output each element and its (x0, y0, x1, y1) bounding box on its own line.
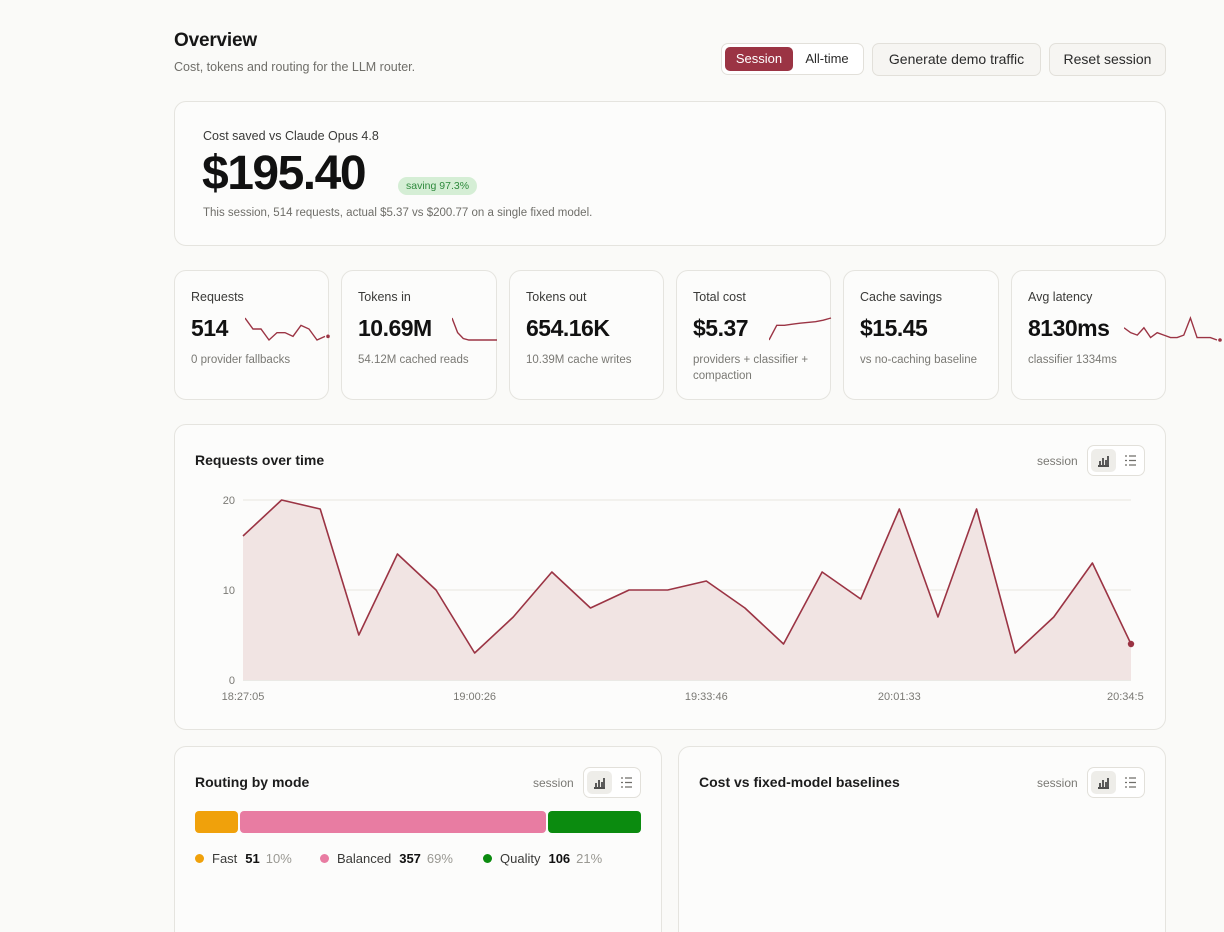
kpi-label: Total cost (693, 290, 746, 304)
bar-chart-icon (1098, 456, 1109, 467)
kpi-label: Cache savings (860, 290, 942, 304)
list-icon[interactable] (1124, 776, 1137, 789)
series-end-point (1127, 640, 1135, 648)
list-icon[interactable] (1124, 454, 1137, 467)
chart-view-button[interactable] (1091, 449, 1116, 472)
kpi-sub: 0 provider fallbacks (191, 354, 291, 366)
kpi-card-avg-latency: Avg latency 8130ms classifier 1334ms (1011, 270, 1222, 400)
kpi-card-cache-savings: Cache savings $15.45 vs no-caching basel… (843, 270, 999, 400)
routing-segment-balanced (240, 811, 546, 833)
kpi-label: Tokens in (358, 290, 411, 304)
cost-saved-label: Cost saved vs Claude Opus 4.8 (203, 129, 379, 143)
sparkline-path (769, 317, 832, 341)
legend-pct: 10% (265, 851, 292, 866)
kpi-sub: 10.39M cache writes (526, 354, 632, 366)
legend-count: 357 (399, 851, 421, 866)
legend-count: 106 (548, 851, 571, 866)
y-tick-label: 20 (223, 495, 235, 507)
kpi-card-tokens-in: Tokens in 10.69M 54.12M cached reads (341, 270, 497, 400)
routing-title: Routing by mode (195, 774, 310, 790)
balanced-dot (320, 854, 329, 863)
routing-segment-fast (195, 811, 238, 833)
kpi-value: $15.45 (860, 315, 928, 341)
x-tick-label: 19:33:46 (685, 691, 728, 703)
kpi-sparkline (769, 317, 832, 341)
legend-pct: 21% (576, 851, 603, 866)
kpi-value: 10.69M (358, 315, 432, 341)
routing-segment-quality (548, 811, 641, 833)
legend-balanced: Balanced 357 69% (320, 851, 453, 866)
saving-badge: saving 97.3% (398, 177, 478, 195)
kpi-sparkline (1124, 315, 1222, 342)
requests-chart-title: Requests over time (195, 452, 325, 468)
kpi-value: 8130ms (1028, 315, 1110, 341)
requests-area-chart: 0 10 20 18:27:05 19:00:26 19:33:46 20:01:33 20:… (222, 495, 1144, 703)
quality-dot (483, 854, 492, 863)
kpi-sub: classifier 1334ms (1028, 354, 1117, 366)
cost-baselines-card (678, 746, 1166, 932)
reset-session-button[interactable]: Reset session (1049, 43, 1166, 76)
bar-chart-icon (594, 778, 605, 789)
list-icon[interactable] (620, 776, 633, 789)
sparkline-path (245, 317, 326, 342)
all-time-toggle-button[interactable]: All-time (805, 51, 849, 66)
kpi-value: 514 (191, 315, 228, 341)
kpi-value: 654.16K (526, 315, 610, 341)
kpi-card-total-cost: Total cost $5.37 providers + classifier … (676, 270, 832, 400)
legend-quality: Quality 106 21% (483, 851, 602, 866)
baselines-title: Cost vs fixed-model baselines (699, 774, 900, 790)
x-tick-label: 18:27:05 (222, 691, 265, 703)
x-tick-label: 19:00:26 (453, 691, 496, 703)
cost-saved-value: $195.40 (202, 147, 367, 200)
y-tick-label: 0 (229, 675, 235, 687)
cost-saved-card: Cost saved vs Claude Opus 4.8 $195.40 sa… (174, 101, 1166, 246)
x-tick-label: 20:01:33 (878, 691, 921, 703)
routing-view-toggle (583, 767, 641, 798)
kpi-sub: vs no-caching baseline (860, 354, 977, 366)
sparkline-path (1124, 315, 1218, 341)
requests-chart-view-toggle (1087, 445, 1145, 476)
bar-chart-icon (1098, 778, 1109, 789)
page-title: Overview (174, 30, 257, 51)
sparkline-end-dot (326, 334, 330, 339)
requests-chart-scope: session (1037, 454, 1078, 468)
kpi-card-requests: Requests 514 0 provider fallbacks (174, 270, 330, 400)
kpi-value: $5.37 (693, 315, 749, 341)
page-subtitle: Cost, tokens and routing for the LLM rou… (174, 60, 416, 74)
chart-view-button[interactable] (1091, 771, 1116, 794)
sparkline-end-dot (1218, 338, 1222, 342)
legend-mode-name: Quality (500, 851, 541, 866)
scope-toggle: Session All-time (721, 43, 864, 75)
kpi-sub: 54.12M cached reads (358, 354, 469, 366)
chart-view-button[interactable] (587, 771, 612, 794)
kpi-sub: providers + classifier + compaction (693, 354, 809, 382)
legend-count: 51 (245, 851, 260, 866)
kpi-label: Tokens out (526, 290, 587, 304)
routing-scope: session (533, 776, 574, 790)
legend-mode-name: Balanced (337, 851, 392, 866)
legend-mode-name: Fast (212, 851, 238, 866)
baselines-scope: session (1037, 776, 1078, 790)
baselines-view-toggle (1087, 767, 1145, 798)
x-tick-label: 20:34:5 (1107, 691, 1144, 703)
y-tick-label: 10 (223, 585, 235, 597)
kpi-card-tokens-out: Tokens out 654.16K 10.39M cache writes (509, 270, 664, 400)
legend-pct: 69% (426, 851, 453, 866)
kpi-sparkline (452, 317, 497, 341)
session-toggle-button[interactable]: Session (725, 47, 793, 71)
cost-saved-note: This session, 514 requests, actual $5.37… (203, 207, 593, 219)
sparkline-path (452, 317, 497, 341)
generate-demo-traffic-button[interactable]: Generate demo traffic (872, 43, 1041, 76)
legend-fast: Fast 51 10% (195, 851, 292, 866)
area-fill (243, 500, 1131, 680)
fast-dot (195, 854, 204, 863)
kpi-sparkline (245, 317, 330, 342)
routing-stacked-bar (195, 811, 641, 833)
series-line (242, 499, 1132, 654)
kpi-label: Avg latency (1028, 290, 1093, 304)
routing-by-mode-card (174, 746, 662, 932)
kpi-label: Requests (191, 290, 244, 304)
